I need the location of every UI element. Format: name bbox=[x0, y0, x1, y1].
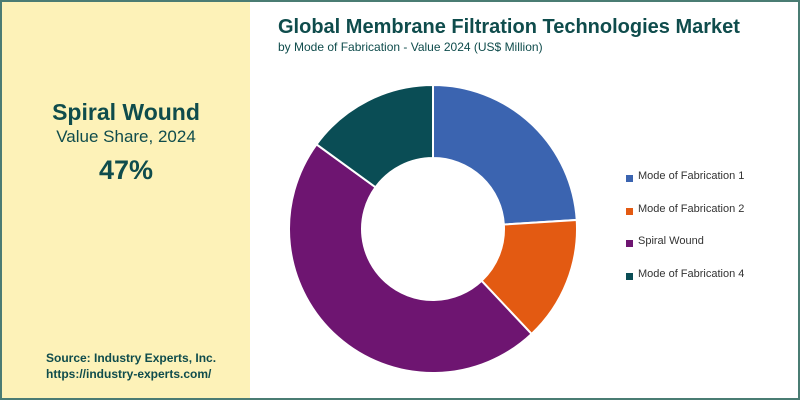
legend-label: Spiral Wound bbox=[638, 235, 704, 247]
donut-slice-4 bbox=[315, 83, 434, 189]
legend-item-3: Spiral Wound bbox=[626, 235, 744, 268]
legend-item-4: Mode of Fabrication 4 bbox=[626, 268, 744, 301]
source-url[interactable]: https://industry-experts.com/ bbox=[46, 367, 212, 381]
highlight-metric-label: Value Share, 2024 bbox=[56, 127, 196, 146]
chart-title: Global Membrane Filtration Technologies … bbox=[278, 16, 740, 38]
legend-swatch bbox=[626, 207, 633, 215]
chart-subtitle: by Mode of Fabrication - Value 2024 (US$… bbox=[278, 40, 543, 54]
legend-swatch bbox=[626, 175, 633, 182]
donut-slice-3 bbox=[288, 142, 533, 374]
source-label: Source: Industry Experts, Inc. bbox=[46, 351, 217, 365]
highlight-share-value: 47% bbox=[98, 155, 154, 185]
highlight-panel: Spiral Wound Value Share, 2024 47% Sourc… bbox=[2, 2, 250, 398]
legend-item-1: Mode of Fabrication 1 bbox=[626, 170, 744, 203]
legend-label: Mode of Fabrication 2 bbox=[638, 202, 745, 215]
legend-label: Mode of Fabrication 1 bbox=[638, 170, 745, 182]
highlight-block: Spiral Wound Value Share, 2024 47% bbox=[2, 98, 250, 188]
legend-label: Mode of Fabrication 4 bbox=[638, 267, 745, 280]
donut-slices bbox=[288, 83, 578, 374]
legend-item-2: Mode of Fabrication 2 bbox=[626, 203, 744, 236]
highlight-segment-name: Spiral Wound bbox=[52, 99, 200, 125]
legend-swatch bbox=[626, 240, 633, 247]
chart-legend: Mode of Fabrication 1 Mode of Fabrication… bbox=[626, 170, 744, 300]
donut-slice-1 bbox=[432, 83, 578, 226]
legend-swatch bbox=[626, 272, 633, 280]
source-note: Source: Industry Experts, Inc. https://i… bbox=[46, 350, 216, 382]
